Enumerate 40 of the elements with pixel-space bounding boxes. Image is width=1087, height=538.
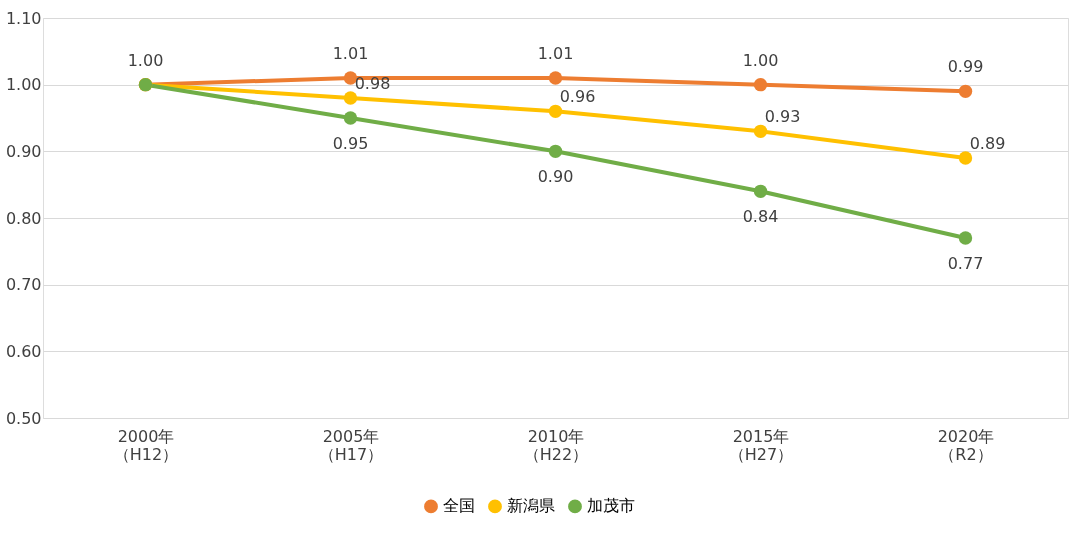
x-tick-label: 2000年（H12） xyxy=(113,426,179,464)
data-label: 0.84 xyxy=(742,207,779,227)
point xyxy=(753,124,768,139)
point xyxy=(753,77,768,92)
data-label: 0.96 xyxy=(559,87,596,107)
data-label: 0.93 xyxy=(764,107,801,127)
x-tick-label: 2015年（H27） xyxy=(728,426,794,464)
data-label: 1.00 xyxy=(742,50,779,70)
data-label: 1.01 xyxy=(332,44,369,63)
data-label: 0.98 xyxy=(354,74,391,93)
y-tick-label: 1.00 xyxy=(5,75,42,95)
y-tick-label: 0.50 xyxy=(5,408,42,428)
point xyxy=(343,111,358,125)
legend-label: 加茂市 xyxy=(587,496,635,516)
x-tick-label: 2005年（H17） xyxy=(318,426,384,464)
legend-label: 新潟県 xyxy=(507,496,555,516)
y-tick-label: 1.10 xyxy=(5,8,42,28)
data-label: 0.99 xyxy=(947,57,984,77)
point xyxy=(343,71,358,85)
point xyxy=(958,84,973,99)
data-label: 0.89 xyxy=(969,134,1006,153)
point xyxy=(753,184,768,199)
x-tick-label: 2010年（H22） xyxy=(523,426,589,464)
y-tick-label: 0.70 xyxy=(5,275,42,295)
x-tick-label: 2020年（R2） xyxy=(937,426,995,464)
point xyxy=(548,71,563,85)
y-tick-label: 0.80 xyxy=(5,208,42,228)
point xyxy=(958,151,973,165)
data-label: 1.01 xyxy=(537,44,574,63)
point xyxy=(958,231,973,245)
y-tick-label: 0.60 xyxy=(5,341,42,361)
y-tick-label: 0.90 xyxy=(5,141,42,161)
point xyxy=(548,104,563,119)
data-label: 0.77 xyxy=(947,254,984,273)
data-label: 1.00 xyxy=(127,50,164,70)
point xyxy=(343,91,358,105)
data-label: 0.90 xyxy=(537,167,574,187)
legend-label: 全国 xyxy=(443,496,475,516)
point xyxy=(548,144,563,159)
data-label: 0.95 xyxy=(332,134,369,153)
